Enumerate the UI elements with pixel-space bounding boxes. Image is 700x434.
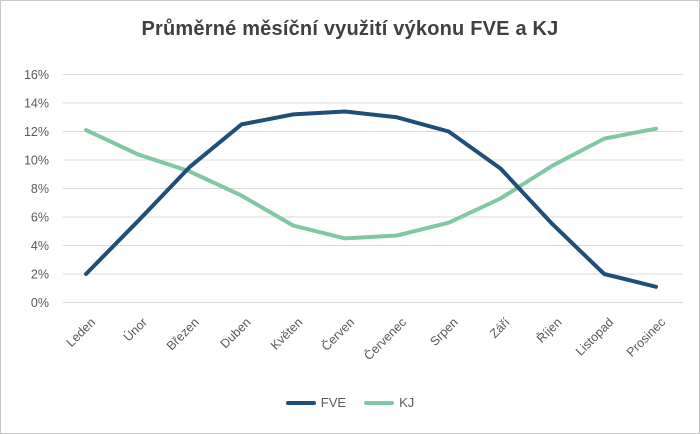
- y-axis-tick-label: 10%: [24, 154, 49, 168]
- y-axis-tick-label: 12%: [24, 125, 49, 139]
- x-axis-tick-label: Březen: [164, 315, 202, 353]
- x-axis-tick-label: Září: [487, 315, 513, 341]
- x-axis-tick-label: Říjen: [533, 314, 564, 345]
- y-axis-tick-label: 8%: [31, 182, 49, 196]
- x-axis-tick-label: Červen: [318, 314, 357, 353]
- chart-title: Průměrné měsíční využití výkonu FVE a KJ: [141, 18, 559, 40]
- x-axis-tick-label: Prosinec: [624, 315, 668, 359]
- legend-item-kj: KJ: [364, 395, 414, 410]
- plot-area: 0% 2% 4% 6% 8% 10% 12% 14% 16% Leden Únor Březen Dub…: [24, 68, 683, 363]
- legend-swatch-fve: [285, 400, 316, 405]
- x-axis-tick-label: Únor: [120, 315, 150, 345]
- y-axis-tick-label: 16%: [24, 68, 49, 82]
- legend-label-kj: KJ: [399, 395, 415, 410]
- y-axis-tick-label: 2%: [31, 268, 49, 282]
- legend-item-fve: FVE: [285, 395, 347, 410]
- series-line-kj: [84, 126, 658, 241]
- legend-swatch-kj: [364, 400, 395, 405]
- x-axis-tick-label: Srpen: [427, 315, 461, 349]
- x-axis-tick-label: Květen: [268, 315, 305, 352]
- y-axis-tick-label: 6%: [31, 211, 49, 225]
- x-axis-tick-label: Červenec: [361, 315, 409, 363]
- y-axis-tick-label: 0%: [31, 296, 49, 310]
- x-axis-tick-label: Leden: [64, 315, 99, 350]
- y-axis-tick-label: 14%: [24, 97, 49, 111]
- legend-label-fve: FVE: [320, 395, 347, 410]
- chart-legend: FVE KJ: [1, 395, 699, 410]
- series-line-fve: [84, 109, 658, 289]
- x-axis-tick-label: Duben: [218, 315, 254, 351]
- y-axis-tick-label: 4%: [31, 239, 49, 253]
- x-axis-tick-label: Listopad: [573, 315, 616, 358]
